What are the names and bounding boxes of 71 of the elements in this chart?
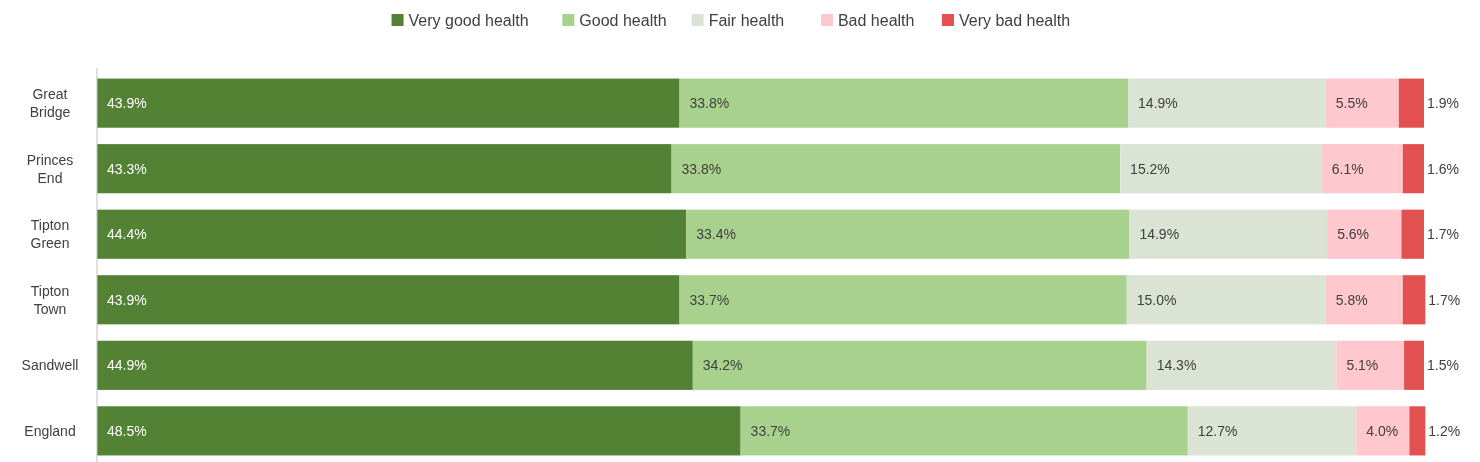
legend-label: Fair health [708, 11, 785, 29]
bar [1327, 209, 1402, 259]
bar [1404, 340, 1424, 390]
bar [1325, 275, 1403, 325]
bar [671, 144, 1121, 194]
y-tick-label: Princes End [26, 151, 74, 186]
data-label: 33.7% [750, 422, 791, 439]
data-label: 5.5% [1335, 95, 1368, 112]
bar [1120, 144, 1322, 194]
data-label: 1.9% [1427, 95, 1459, 112]
bar [679, 275, 1127, 325]
data-label: 5.6% [1337, 226, 1370, 243]
data-label: 5.1% [1346, 357, 1379, 374]
bar [692, 340, 1147, 390]
bar [97, 209, 687, 259]
legend-label: Very bad health [958, 11, 1071, 29]
data-label: 5.8% [1335, 291, 1368, 308]
data-label: 1.5% [1427, 357, 1459, 374]
data-label: 33.4% [696, 226, 736, 243]
data-label: 33.8% [689, 95, 730, 112]
data-label: 15.0% [1136, 291, 1177, 308]
bar [97, 406, 741, 456]
bar [1146, 340, 1337, 390]
bar [97, 275, 680, 325]
bar [1325, 78, 1399, 128]
y-tick-label: Sandwell [21, 357, 79, 374]
bar [1321, 144, 1403, 194]
y-tick-label: Tipton Town [30, 282, 70, 317]
bar [1402, 275, 1426, 325]
bar [686, 209, 1130, 259]
data-label: 1.7% [1428, 291, 1461, 308]
bar [1336, 340, 1405, 390]
data-label: 44.4% [107, 226, 147, 243]
y-tick-label: England [24, 422, 76, 439]
bar [97, 78, 680, 128]
data-label: 1.7% [1427, 226, 1459, 243]
data-label: 34.2% [702, 357, 743, 374]
data-label: 1.6% [1427, 160, 1459, 177]
data-label: 1.2% [1428, 422, 1461, 439]
data-label: 33.7% [689, 291, 730, 308]
data-label: 15.2% [1130, 160, 1170, 177]
data-label: 4.0% [1366, 422, 1399, 439]
data-label: 43.3% [107, 160, 147, 177]
bar [1129, 209, 1328, 259]
data-label: 33.8% [681, 160, 722, 177]
bar [97, 340, 693, 390]
data-label: 6.1% [1331, 160, 1364, 177]
data-label: 14.9% [1139, 226, 1180, 243]
bar [1126, 275, 1326, 325]
data-label: 14.3% [1156, 357, 1197, 374]
bar [1128, 78, 1326, 128]
y-tick-label: Great Bridge [29, 86, 71, 121]
bar [1401, 209, 1424, 259]
y-tick-label: Tipton Green [30, 217, 70, 252]
data-label: 43.9% [107, 291, 147, 308]
bar [740, 406, 1188, 456]
bar [1187, 406, 1357, 456]
bar [679, 78, 1129, 128]
bar [97, 144, 672, 194]
legend-label: Very good health [408, 11, 529, 29]
legend-label: Bad health [837, 11, 915, 29]
bar [1409, 406, 1426, 456]
data-label: 48.5% [107, 422, 147, 439]
bar [1356, 406, 1410, 456]
legend-label: Good health [579, 11, 667, 29]
data-label: 43.9% [107, 95, 147, 112]
data-label: 14.9% [1138, 95, 1178, 112]
data-label: 12.7% [1197, 422, 1238, 439]
data-label: 44.9% [107, 357, 147, 374]
bar [1398, 78, 1424, 128]
bar [1402, 144, 1424, 194]
